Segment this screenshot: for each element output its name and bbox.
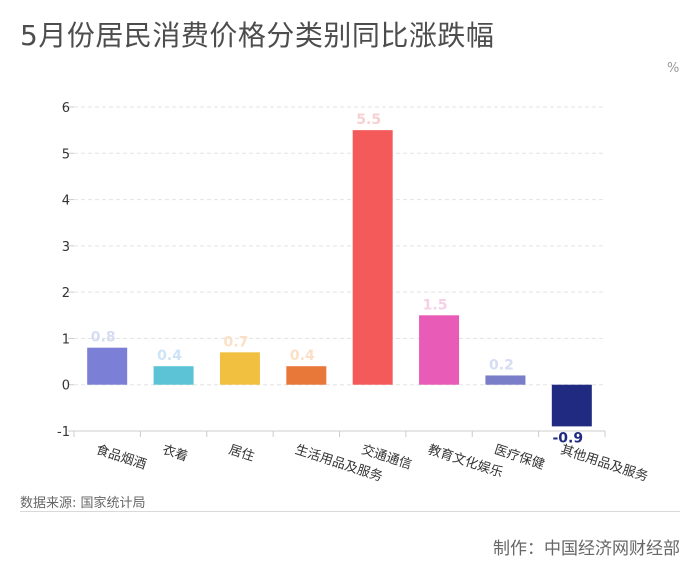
data-source: 数据来源: 国家统计局 (20, 496, 146, 511)
data-label: -0.9 (553, 430, 584, 446)
x-axis (73, 430, 606, 437)
y-tick-label: 5 (62, 147, 70, 162)
y-tick-label: 6 (62, 101, 70, 116)
data-label: 0.4 (290, 348, 315, 364)
bar (551, 384, 592, 427)
x-tick-label: 食品烟酒 (94, 442, 148, 473)
bar (219, 352, 260, 385)
bar (352, 130, 393, 385)
unit-label: % (667, 61, 680, 76)
y-tick-label: -1 (57, 425, 70, 440)
bar (87, 347, 128, 385)
data-label: 1.5 (423, 297, 448, 313)
footer-divider (20, 511, 680, 512)
y-tick-label: 3 (62, 240, 70, 255)
y-tick-label: 1 (62, 332, 70, 347)
x-tick-label: 其他用品及服务 (559, 442, 651, 485)
data-label: 0.4 (157, 348, 182, 364)
bar (419, 315, 460, 385)
bar (485, 375, 526, 385)
bar (286, 366, 327, 385)
bars (87, 130, 592, 427)
y-tick-label: 2 (62, 286, 70, 301)
credit-text: 制作：中国经济网财经部 (493, 539, 680, 559)
x-tick-label: 居住 (227, 443, 256, 465)
bar (153, 366, 194, 385)
x-tick-label: 衣着 (160, 442, 190, 465)
data-labels: 0.8 0.4 0.7 0.4 5.5 1.5 0.2 -0.9 (91, 112, 583, 446)
y-axis-ticks: -1 0 1 2 3 4 5 6 (57, 101, 74, 440)
x-tick-label: 教育文化娱乐 (426, 442, 505, 481)
y-tick-label: 0 (62, 379, 70, 394)
y-tick-label: 4 (62, 194, 70, 209)
data-label: 5.5 (356, 112, 381, 128)
page-title: 5月份居民消费价格分类别同比涨跌幅 (20, 19, 495, 52)
data-label: 0.8 (91, 330, 116, 346)
data-label: 0.2 (489, 357, 514, 373)
data-label: 0.7 (224, 334, 249, 350)
